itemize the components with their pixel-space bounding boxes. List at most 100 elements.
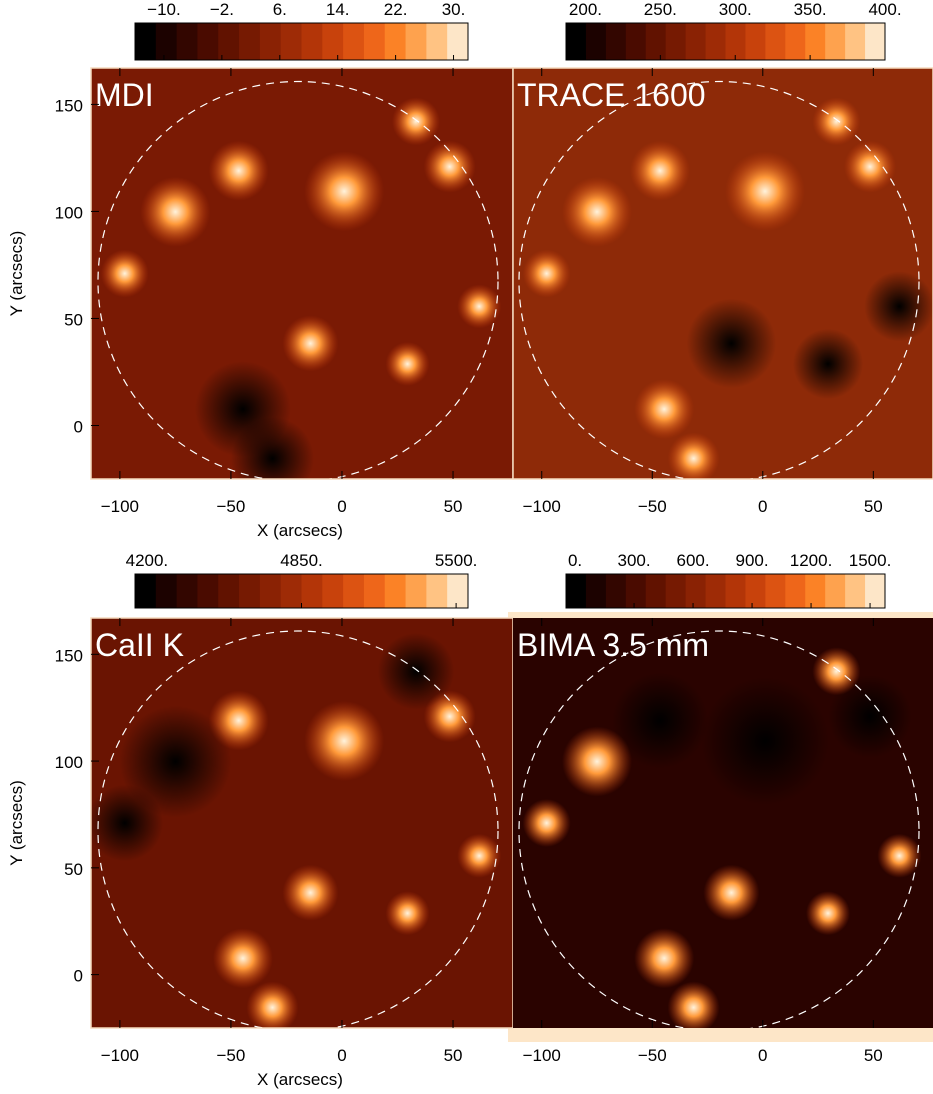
panel-title: BIMA 3.5 mm bbox=[517, 627, 709, 663]
colorbar-step bbox=[405, 574, 427, 608]
x-tick-label: −100 bbox=[523, 497, 561, 516]
colorbar-step bbox=[280, 574, 302, 608]
dark-spot bbox=[864, 271, 933, 342]
colorbar-step bbox=[705, 574, 726, 608]
colorbar-step bbox=[343, 23, 365, 60]
colorbar-step bbox=[725, 574, 746, 608]
y-tick-label: 150 bbox=[55, 96, 83, 115]
bright-spot bbox=[812, 97, 861, 146]
colorbar-step bbox=[845, 574, 866, 608]
y-tick-label: 50 bbox=[64, 310, 83, 329]
y-tick-label: 100 bbox=[55, 203, 83, 222]
colorbar-step bbox=[384, 574, 407, 608]
y-tick-label: 0 bbox=[74, 417, 83, 436]
y-tick-label: 100 bbox=[55, 753, 83, 772]
colorbar-tick-label: 4200. bbox=[126, 551, 169, 570]
colorbar-step bbox=[343, 574, 365, 608]
image-background bbox=[91, 68, 513, 479]
colorbar-step bbox=[197, 23, 219, 60]
x-tick-label: 0 bbox=[758, 497, 767, 516]
colorbar-step bbox=[363, 574, 386, 608]
bright-spot bbox=[634, 379, 695, 440]
colorbar-step bbox=[447, 23, 469, 60]
colorbar-step bbox=[765, 574, 786, 608]
bright-spot bbox=[385, 891, 430, 936]
colorbar-tick-label: 350. bbox=[794, 0, 827, 19]
colorbar-step bbox=[745, 574, 766, 608]
colorbar-frame bbox=[134, 22, 469, 61]
bright-spot bbox=[282, 864, 339, 921]
x-tick-label: 0 bbox=[337, 497, 346, 516]
field-circle bbox=[518, 80, 920, 479]
colorbar-step bbox=[322, 574, 344, 608]
x-tick-label: 50 bbox=[864, 1046, 883, 1065]
colorbar-step bbox=[625, 23, 647, 60]
dark-spot bbox=[377, 632, 455, 710]
colorbar-step bbox=[135, 23, 157, 60]
bright-spot bbox=[140, 176, 211, 247]
colorbar-tick-label: 0. bbox=[568, 551, 582, 570]
colorbar-step bbox=[865, 23, 886, 60]
bright-spot bbox=[667, 981, 720, 1028]
colorbar-step bbox=[585, 23, 607, 60]
colorbar-step bbox=[155, 23, 178, 60]
colorbar-tick-label: 300. bbox=[618, 551, 651, 570]
colorbar-step bbox=[566, 574, 587, 608]
bright-spot bbox=[877, 833, 922, 878]
colorbar-step bbox=[155, 574, 178, 608]
bright-spot bbox=[385, 341, 430, 386]
colorbar-tick-label: 900. bbox=[736, 551, 769, 570]
bright-spot bbox=[806, 891, 850, 936]
colorbar-step bbox=[176, 574, 198, 608]
bright-spot bbox=[457, 833, 502, 878]
colorbar-frame bbox=[565, 573, 886, 609]
field-circle bbox=[97, 630, 499, 1028]
colorbar-step bbox=[259, 23, 282, 60]
colorbar-tick-label: 6. bbox=[273, 0, 287, 19]
colorbar-step bbox=[785, 574, 806, 608]
colorbar-tick-label: 5500. bbox=[435, 551, 478, 570]
bright-spot bbox=[457, 284, 502, 329]
bright-spot bbox=[667, 432, 720, 479]
colorbar-step bbox=[585, 574, 607, 608]
colorbar-step bbox=[239, 574, 261, 608]
dark-spot bbox=[686, 298, 777, 389]
bright-spot bbox=[562, 726, 632, 797]
x-tick-label: −100 bbox=[101, 497, 139, 516]
image-panel bbox=[91, 68, 513, 479]
bright-spot bbox=[634, 928, 695, 989]
colorbar-step bbox=[825, 23, 846, 60]
colorbar-tick-label: −2. bbox=[210, 0, 234, 19]
colorbar-tick-label: 250. bbox=[644, 0, 677, 19]
colorbar-step bbox=[685, 23, 707, 60]
bright-spot bbox=[282, 315, 339, 372]
image-background bbox=[513, 68, 933, 479]
colorbar-step bbox=[301, 574, 323, 608]
colorbar-tick-label: 4850. bbox=[280, 551, 323, 570]
bright-spot bbox=[630, 140, 690, 201]
colorbar-step bbox=[301, 23, 323, 60]
colorbar-step bbox=[625, 574, 647, 608]
x-axis-label: X (arcsecs) bbox=[257, 1070, 343, 1089]
x-tick-label: −50 bbox=[217, 497, 246, 516]
colorbar-tick-label: 1200. bbox=[790, 551, 833, 570]
colorbar-step bbox=[259, 574, 282, 608]
bright-spot bbox=[522, 249, 571, 298]
dark-spot bbox=[828, 674, 912, 759]
colorbar-step bbox=[447, 574, 469, 608]
colorbar-tick-label: 30. bbox=[442, 0, 466, 19]
x-tick-label: −50 bbox=[217, 1046, 246, 1065]
x-tick-label: 50 bbox=[864, 497, 883, 516]
dark-spot bbox=[612, 672, 708, 769]
x-tick-label: 50 bbox=[444, 1046, 463, 1065]
y-tick-label: 50 bbox=[64, 860, 83, 879]
colorbar-step bbox=[865, 574, 886, 608]
y-tick-label: 150 bbox=[55, 646, 83, 665]
colorbar-step bbox=[725, 23, 746, 60]
bright-spot bbox=[812, 647, 861, 696]
colorbar-step bbox=[384, 23, 407, 60]
colorbar-step bbox=[825, 574, 846, 608]
colorbar-frame bbox=[565, 22, 886, 61]
bright-spot bbox=[562, 176, 632, 247]
